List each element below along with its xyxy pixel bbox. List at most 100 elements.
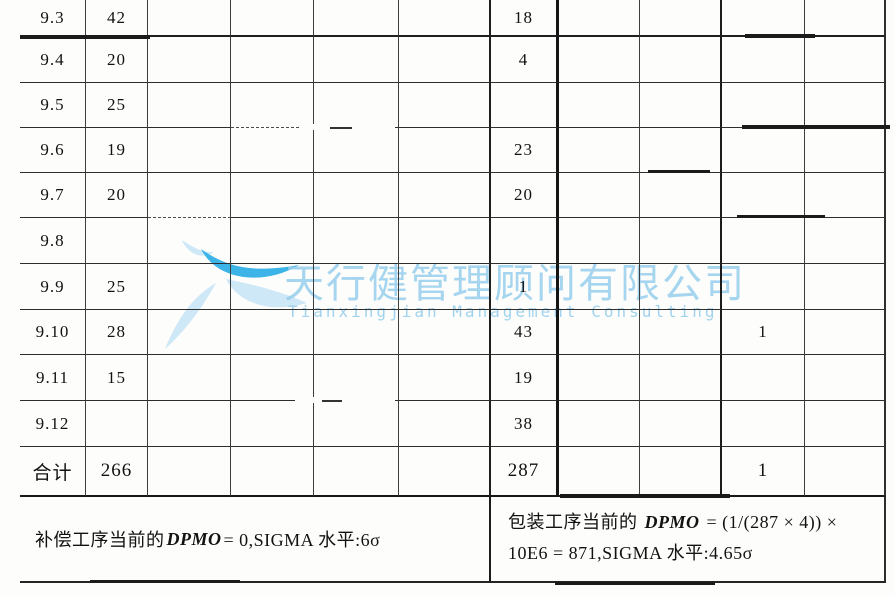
- row-label-cell: 9.5: [20, 83, 86, 128]
- note-text: 补偿工序当前的: [35, 530, 165, 550]
- defect-record-table: 9.3 42 18 9.4 20 4 9.5 25 9.6 19 23 9.7 20 20 9.8 9.9 25…: [20, 0, 886, 583]
- table-cell: [231, 128, 314, 173]
- table-cell: [399, 37, 491, 83]
- note-line-2: 10E6 = 871,SIGMA 水平:4.65σ: [508, 543, 753, 563]
- table-cell: [640, 401, 722, 447]
- table-cell: [559, 37, 640, 83]
- table-cell: 42: [86, 0, 148, 37]
- table-cell: [805, 0, 886, 37]
- table-cell: [86, 401, 148, 447]
- table-cell: [805, 37, 886, 83]
- table-cell: [722, 355, 805, 401]
- table-cell: [148, 128, 231, 173]
- table-cell: [231, 0, 314, 37]
- table-cell: [399, 83, 491, 128]
- table-cell: [722, 37, 805, 83]
- table-cell: [314, 447, 399, 497]
- table-cell: 18: [491, 0, 559, 37]
- table-cell: [722, 401, 805, 447]
- table-cell: [491, 83, 559, 128]
- table-cell: [399, 0, 491, 37]
- scan-artifact: [737, 215, 825, 218]
- table-cell: [148, 0, 231, 37]
- table-cell: [314, 83, 399, 128]
- scan-artifact: [322, 400, 342, 402]
- table-cell: [805, 401, 886, 447]
- table-cell: [399, 310, 491, 355]
- scan-artifact: [90, 580, 240, 583]
- table-cell: [559, 264, 640, 310]
- watermark-company-name-en: Tianxingjian Management Consulting: [288, 302, 718, 321]
- note-text: = 0,SIGMA 水平:6σ: [223, 530, 381, 550]
- note-packaging-process: 包装工序当前的 DPMO = (1/(287 × 4)) × 10E6 = 87…: [491, 497, 886, 583]
- table-cell: [640, 355, 722, 401]
- table-cell: [231, 310, 314, 355]
- table-cell: 25: [86, 264, 148, 310]
- table-cell: [722, 264, 805, 310]
- table-cell: 28: [86, 310, 148, 355]
- scan-artifact: [330, 127, 352, 129]
- table-cell: [399, 173, 491, 218]
- dpmo-variable: DPMO: [644, 512, 700, 532]
- table-cell: 4: [491, 37, 559, 83]
- watermark-company-name-cn: 天行健管理顾问有限公司: [284, 262, 746, 306]
- table-cell: [148, 310, 231, 355]
- table-cell: [640, 218, 722, 264]
- row-label-cell: 9.12: [20, 401, 86, 447]
- table-cell: [640, 83, 722, 128]
- table-cell: [148, 37, 231, 83]
- note-line-1: 包装工序当前的 DPMO = (1/(287 × 4)) ×: [508, 507, 878, 538]
- table-cell: [805, 264, 886, 310]
- table-cell: [722, 128, 805, 173]
- table-cell: [148, 447, 231, 497]
- note-compensation-process: 补偿工序当前的 DPMO = 0,SIGMA 水平:6σ: [20, 497, 491, 583]
- table-cell: 20: [491, 173, 559, 218]
- table-cell: [722, 218, 805, 264]
- table-cell: 287: [491, 447, 559, 497]
- row-label-cell: 9.3: [20, 0, 86, 37]
- table-cell: [231, 173, 314, 218]
- table-cell: [148, 83, 231, 128]
- table-cell: [231, 83, 314, 128]
- table-cell: [148, 218, 231, 264]
- table-cell: [805, 310, 886, 355]
- table-cell: [314, 218, 399, 264]
- scan-artifact: [560, 494, 730, 498]
- table-cell: [640, 447, 722, 497]
- table-cell: 19: [491, 355, 559, 401]
- table-cell: [314, 173, 399, 218]
- table-cell: [491, 218, 559, 264]
- note-text: 包装工序当前的: [508, 512, 643, 532]
- table-cell: [314, 310, 399, 355]
- table-cell: 23: [491, 128, 559, 173]
- table-cell: [640, 173, 722, 218]
- table-cell: [805, 218, 886, 264]
- company-logo-swoosh-icon: [165, 240, 307, 349]
- table-cell: [399, 447, 491, 497]
- row-label-cell: 9.8: [20, 218, 86, 264]
- table-cell: [399, 264, 491, 310]
- table-cell: [148, 355, 231, 401]
- table-cell: [559, 0, 640, 37]
- table-cell: [640, 0, 722, 37]
- scan-artifact: [745, 34, 815, 38]
- scan-artifact: [648, 170, 710, 173]
- table-cell: [805, 447, 886, 497]
- row-label-cell: 9.10: [20, 310, 86, 355]
- table-cell: [722, 0, 805, 37]
- scan-artifact: [742, 125, 890, 129]
- table-cell: [640, 310, 722, 355]
- note-text: = (1/(287 × 4)) ×: [701, 512, 838, 532]
- table-cell: [231, 447, 314, 497]
- dpmo-variable: DPMO: [166, 528, 222, 549]
- table-cell: [231, 401, 314, 447]
- table-cell: [559, 447, 640, 497]
- table-cell: [231, 218, 314, 264]
- table-cell: [640, 37, 722, 83]
- table-cell: [314, 37, 399, 83]
- table-cell: [559, 310, 640, 355]
- table-cell: [314, 128, 399, 173]
- scan-gap-artifact: [295, 397, 395, 403]
